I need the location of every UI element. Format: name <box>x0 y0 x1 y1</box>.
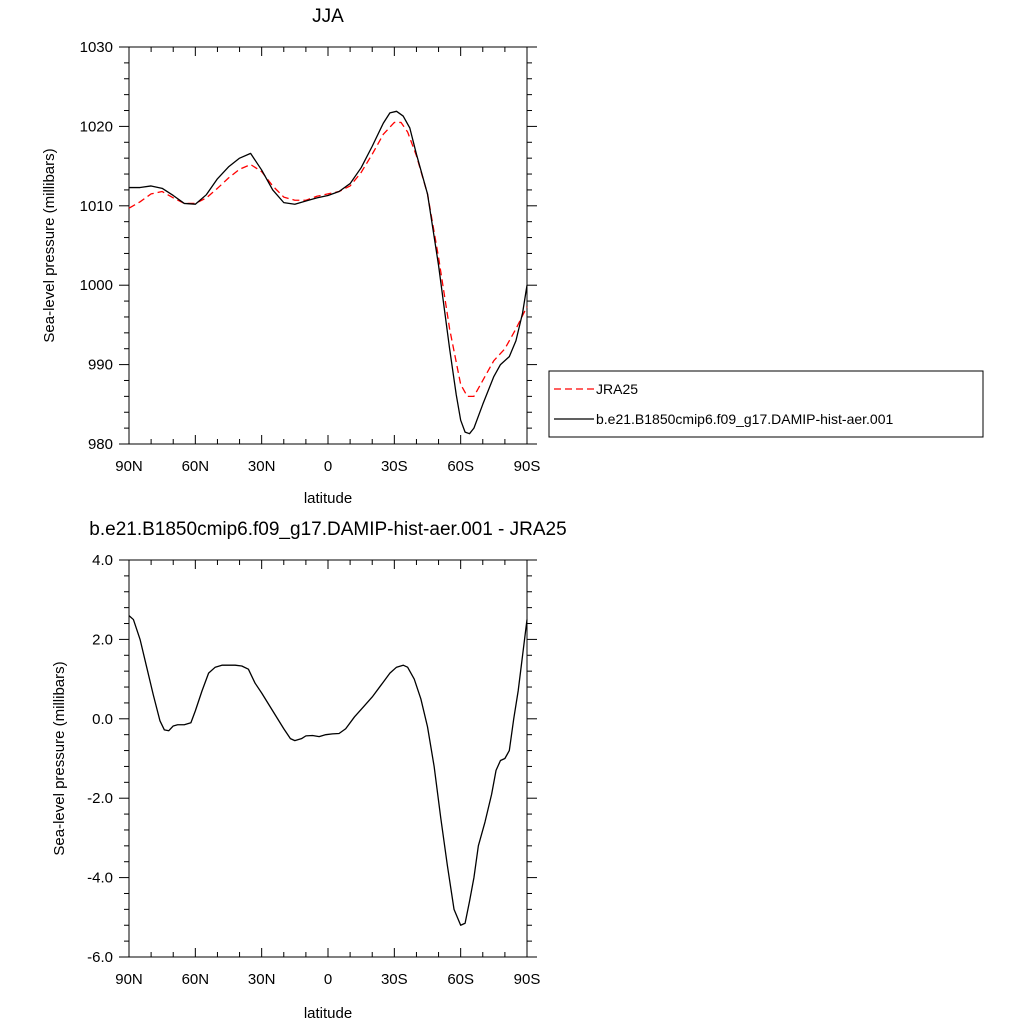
chart-bottom-difference: b.e21.B1850cmip6.f09_g17.DAMIP-hist-aer.… <box>51 519 567 1022</box>
y-tick-label: -2.0 <box>87 790 113 807</box>
x-tick-label: 60S <box>447 971 474 988</box>
y-tick-label: 1020 <box>80 118 113 135</box>
y-tick-label: -4.0 <box>87 870 113 887</box>
plot-frame <box>128 46 528 445</box>
y-tick-label: 1030 <box>80 39 113 56</box>
series-line-jra25 <box>128 121 528 398</box>
series-line-model <box>129 110 528 435</box>
x-tick-label: 60N <box>182 971 210 988</box>
legend-label: b.e21.B1850cmip6.f09_g17.DAMIP-hist-aer.… <box>596 411 894 427</box>
y-tick-label: 2.0 <box>92 631 113 648</box>
y-tick-label: 1010 <box>80 198 113 215</box>
x-tick-label: 90N <box>115 458 143 475</box>
x-tick-label: 30N <box>248 971 276 988</box>
x-tick-label: 0 <box>324 458 332 475</box>
x-axis-label: latitude <box>304 490 352 507</box>
y-tick-label: -6.0 <box>87 949 113 966</box>
x-tick-label: 90S <box>514 971 541 988</box>
plot-frame <box>128 559 528 958</box>
y-tick-label: 4.0 <box>92 552 113 569</box>
y-tick-label: 1000 <box>80 277 113 294</box>
x-tick-label: 0 <box>324 971 332 988</box>
y-axis-label: Sea-level pressure (millibars) <box>51 661 68 855</box>
chart-top-jja: JJA 90N 60N 30N 0 30S 60S 90S 980 990 1000 1010 1020… <box>41 6 984 507</box>
x-tick-label: 30N <box>248 458 276 475</box>
legend-box <box>548 370 984 438</box>
legend-label: JRA25 <box>596 381 638 397</box>
series-line-difference <box>128 615 528 926</box>
x-tick-label: 60S <box>447 458 474 475</box>
x-tick-label: 90S <box>514 458 541 475</box>
x-axis-label: latitude <box>304 1005 352 1022</box>
y-tick-label: 0.0 <box>92 711 113 728</box>
x-tick-label: 90N <box>115 971 143 988</box>
chart-title: b.e21.B1850cmip6.f09_g17.DAMIP-hist-aer.… <box>89 519 566 540</box>
y-tick-label: 990 <box>88 357 113 374</box>
x-tick-label: 30S <box>381 458 408 475</box>
chart-title: JJA <box>312 6 344 27</box>
x-tick-label: 60N <box>182 458 210 475</box>
y-axis-label: Sea-level pressure (millibars) <box>41 148 58 342</box>
y-tick-label: 980 <box>88 436 113 453</box>
x-tick-label: 30S <box>381 971 408 988</box>
